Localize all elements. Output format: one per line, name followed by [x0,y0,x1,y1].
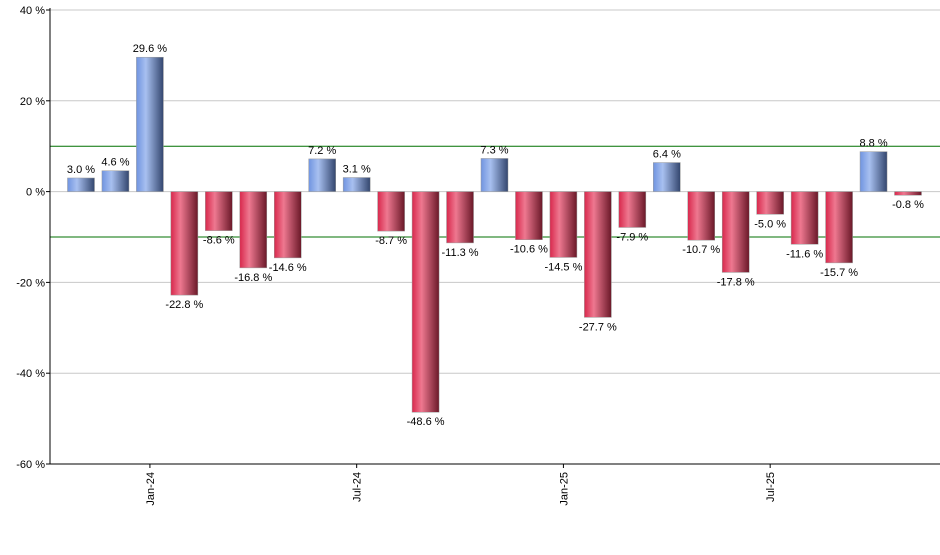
data-label: 6.4 % [653,149,681,161]
data-label: -0.8 % [892,199,924,211]
x-tick-label: Jan-25 [558,472,570,506]
bar-sep-24 [411,191,440,413]
y-tick-label: -40 % [16,368,45,380]
bar-jan-24 [136,56,164,192]
bar-dec-24 [515,191,543,240]
data-label: -22.8 % [165,299,203,311]
y-tick-label: 20 % [20,96,45,108]
data-label: -11.3 % [441,247,478,259]
data-labels: 3.0 %4.6 %29.6 %-22.8 %-8.6 %-16.8 %-14.… [67,43,924,428]
data-label: 4.6 % [101,157,129,169]
bar-mar-24 [205,191,233,231]
bar-aug-25 [790,191,819,245]
data-label: -7.9 % [616,231,648,243]
y-tick-label: 0 % [26,187,45,199]
data-label: -27.7 % [579,321,617,333]
y-tick-label: 40 % [20,5,45,17]
bar-jan-25 [549,191,578,258]
data-label: -10.7 % [682,244,720,256]
bar-nov-24 [480,158,509,192]
y-tick-label: -60 % [16,459,45,471]
data-label: 3.0 % [67,164,95,176]
data-label: 8.8 % [859,138,887,150]
data-label: -10.6 % [510,244,548,256]
x-tick-label: Jul-25 [765,472,777,502]
bar-sep-25 [825,191,853,264]
bar-apr-24 [239,191,268,269]
data-label: -17.8 % [717,276,755,288]
bar-feb-24 [170,191,199,296]
bar-mar-25 [618,191,647,228]
bar-may-25 [687,191,715,241]
data-label: -14.6 % [269,262,307,274]
x-tick-label: Jul-24 [352,472,364,502]
data-label: 3.1 % [343,164,371,176]
data-label: 7.3 % [480,144,508,156]
x-tick-label: Jan-24 [145,472,157,506]
data-label: -11.6 % [786,248,823,260]
bar-jul-24 [342,177,371,192]
bar-may-24 [274,191,302,259]
bar-apr-25 [653,162,681,192]
bar-dec-23 [101,170,130,192]
data-label: 7.2 % [308,145,336,157]
y-tick-label: -20 % [16,277,45,289]
data-label: -8.6 % [203,235,235,247]
bar-nov-25 [894,191,922,196]
bar-jun-24 [308,158,336,192]
data-label: -8.7 % [375,235,407,247]
bar-jul-25 [756,191,784,215]
bar-feb-25 [584,191,612,318]
data-label: -16.8 % [234,272,272,284]
bar-oct-25 [859,151,888,192]
axes: 40 % 20 % 0 % -20 % -40 % -60 % Jan-24 Jul-24 Ja… [16,5,940,506]
data-label: -15.7 % [820,267,858,279]
bar-nov-23 [67,177,95,192]
data-label: -14.5 % [544,261,582,273]
data-label: -5.0 % [754,218,786,230]
data-label: 29.6 % [133,43,167,55]
bar-oct-24 [446,191,474,244]
bars [67,56,922,413]
bar-aug-24 [377,191,405,232]
data-label: -48.6 % [407,416,445,428]
bar-jun-25 [721,191,750,273]
